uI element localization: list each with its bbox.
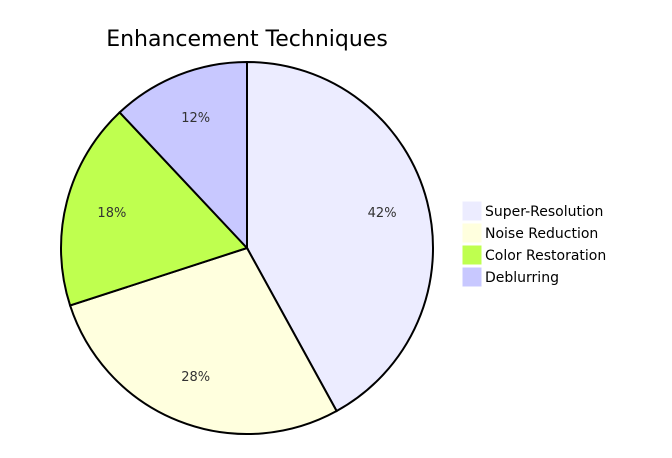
- pie-slice: [60, 110, 249, 307]
- slice-label: 18%: [97, 206, 126, 221]
- slice-label: 12%: [181, 111, 210, 126]
- pie-slice: [118, 60, 248, 251]
- legend-swatch: [462, 267, 482, 287]
- chart-title: Enhancement Techniques: [106, 27, 388, 52]
- legend-label: Deblurring: [485, 270, 559, 286]
- slice-label: 42%: [368, 206, 397, 221]
- legend-swatch: [462, 201, 482, 221]
- pie-slice: [246, 60, 434, 413]
- legend-label: Super-Resolution: [485, 204, 603, 220]
- pie-slice: [68, 246, 338, 435]
- legend-label: Noise Reduction: [485, 226, 598, 242]
- legend-label: Color Restoration: [485, 248, 606, 264]
- slice-label: 28%: [181, 370, 210, 385]
- legend-swatch: [462, 223, 482, 243]
- legend-swatch: [462, 245, 482, 265]
